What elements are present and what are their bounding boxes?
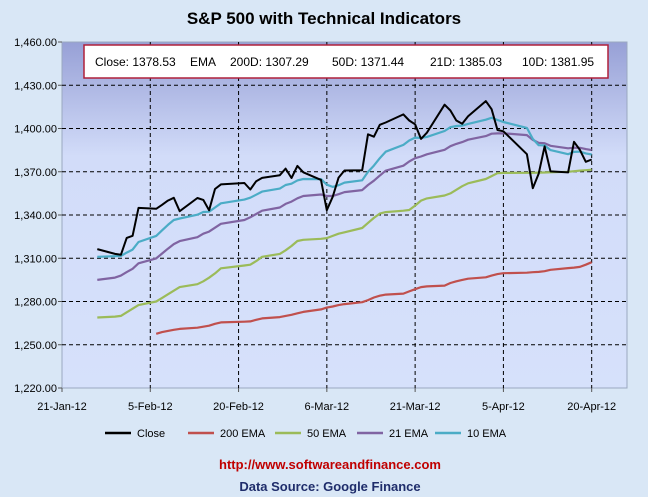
y-tick-label: 1,400.00	[14, 124, 57, 136]
annotation-box: Close: 1378.53 EMA 200D: 1307.29 50D: 13…	[83, 44, 609, 79]
series-10-ema	[97, 116, 592, 258]
series-50-ema	[97, 168, 592, 319]
x-tick-label: 20-Apr-12	[567, 401, 616, 413]
y-tick-label: 1,250.00	[14, 340, 57, 352]
y-tick-label: 1,310.00	[14, 253, 57, 265]
y-tick-label: 1,280.00	[14, 297, 57, 309]
legend-label: 50 EMA	[307, 428, 347, 440]
legend-label: Close	[137, 428, 165, 440]
legend-item-21-ema: 21 EMA	[357, 428, 429, 440]
x-tick-label: 21-Mar-12	[390, 401, 441, 413]
ema-200d-value: 200D: 1307.29	[230, 55, 309, 69]
source-url: http://www.softwareandfinance.com	[219, 457, 441, 472]
x-axis: 21-Jan-12 5-Feb-12 20-Feb-12 6-Mar-12 21-Mar…	[37, 388, 616, 413]
ema-label: EMA	[190, 55, 216, 69]
y-axis: 1,220.00 1,250.00 1,280.00 1,310.00 1,340.00…	[14, 37, 62, 395]
y-tick-label: 1,430.00	[14, 80, 57, 92]
series-close	[97, 100, 593, 256]
legend: Close 200 EMA 50 EMA 21 EMA 10 EMA	[105, 428, 507, 440]
series-21-ema	[97, 132, 592, 281]
data-source: Data Source: Google Finance	[239, 479, 420, 494]
y-tick-label: 1,220.00	[14, 383, 57, 395]
x-tick-label: 20-Feb-12	[213, 401, 264, 413]
x-tick-label: 5-Apr-12	[482, 401, 525, 413]
ema-10d-value: 10D: 1381.95	[522, 55, 594, 69]
series-lines	[97, 100, 593, 335]
legend-label: 10 EMA	[467, 428, 507, 440]
legend-label: 21 EMA	[389, 428, 429, 440]
x-tick-label: 21-Jan-12	[37, 401, 87, 413]
chart-title: S&P 500 with Technical Indicators	[187, 9, 461, 28]
x-tick-label: 6-Mar-12	[305, 401, 350, 413]
x-tick-label: 5-Feb-12	[128, 401, 173, 413]
ema-50d-value: 50D: 1371.44	[332, 55, 404, 69]
legend-label: 200 EMA	[220, 428, 266, 440]
legend-item-200-ema: 200 EMA	[188, 428, 266, 440]
legend-item-50-ema: 50 EMA	[275, 428, 347, 440]
y-tick-label: 1,340.00	[14, 210, 57, 222]
close-value: Close: 1378.53	[95, 55, 176, 69]
legend-item-close: Close	[105, 428, 165, 440]
y-tick-label: 1,460.00	[14, 37, 57, 49]
series-200-ema	[155, 261, 593, 335]
ema-21d-value: 21D: 1385.03	[430, 55, 502, 69]
y-tick-label: 1,370.00	[14, 167, 57, 179]
legend-item-10-ema: 10 EMA	[435, 428, 507, 440]
